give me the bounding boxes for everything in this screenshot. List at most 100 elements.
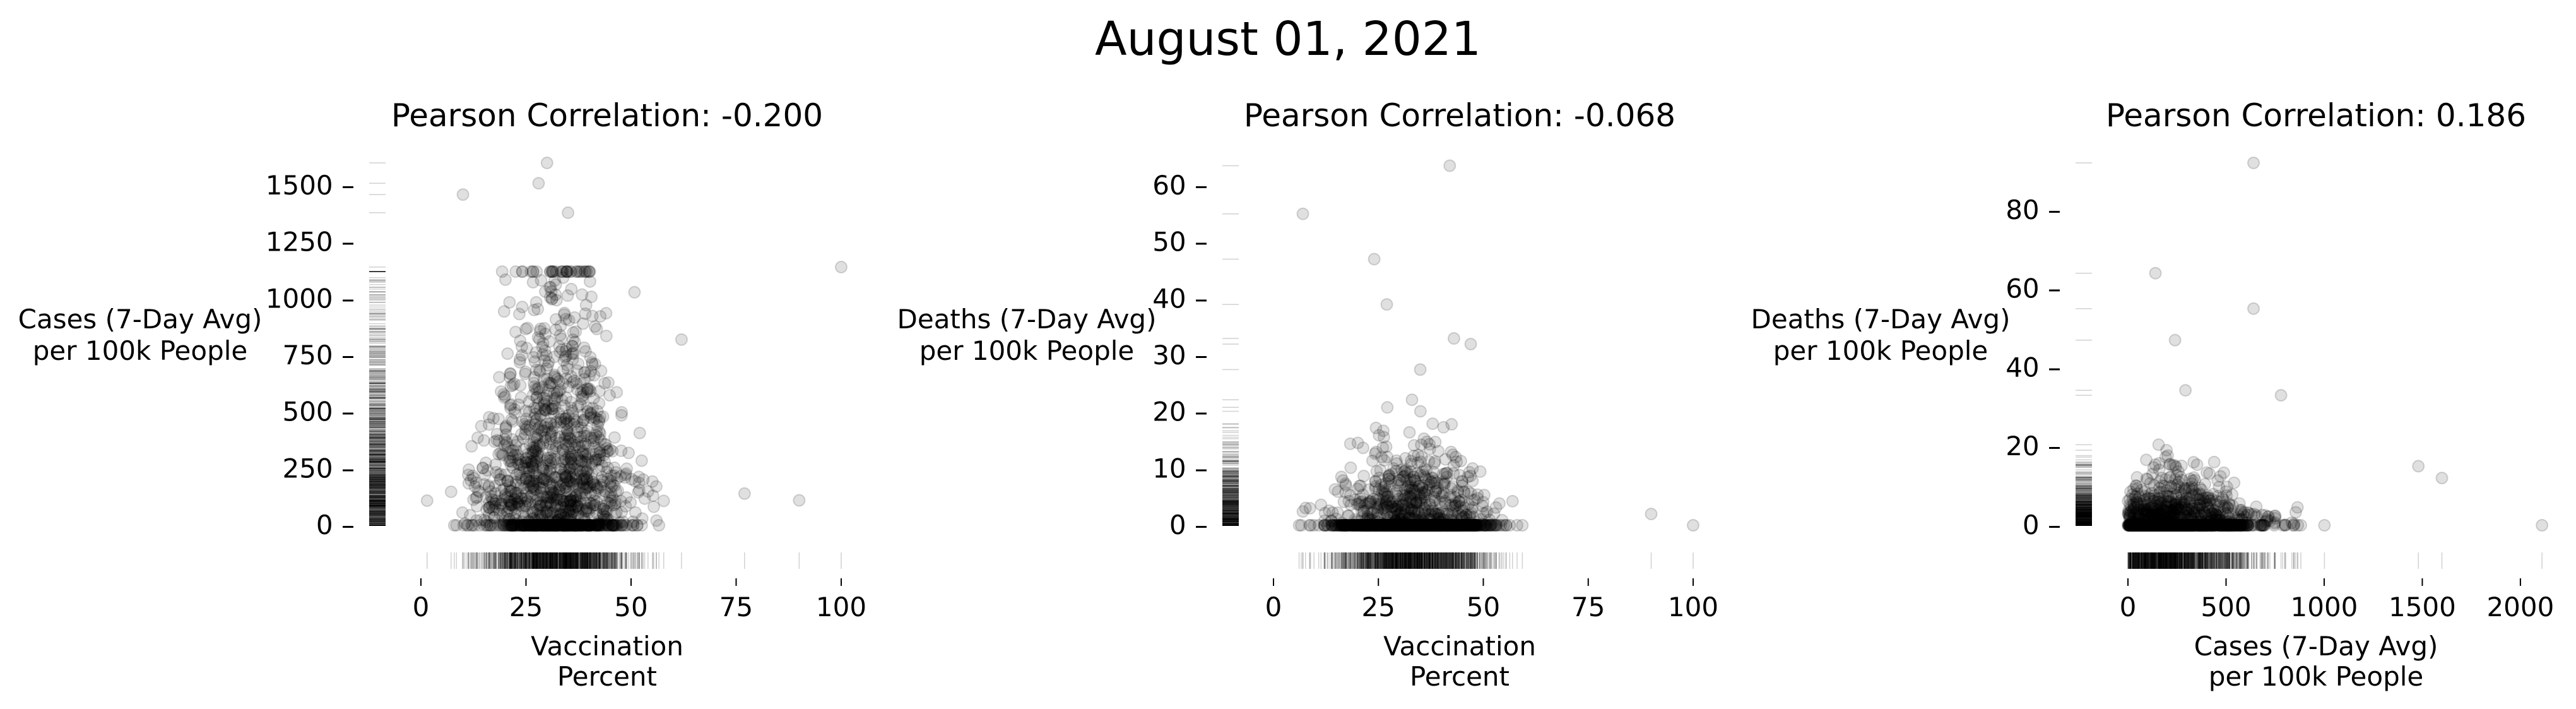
data-point	[588, 413, 601, 426]
data-point	[528, 304, 541, 317]
data-point	[793, 494, 806, 507]
data-point	[555, 519, 569, 532]
y-tick-label: 20 –	[1152, 396, 1208, 427]
data-point	[475, 420, 488, 433]
data-point	[601, 376, 615, 389]
data-point	[522, 519, 535, 532]
data-point	[568, 519, 581, 532]
y-tick-label: 30 –	[1152, 340, 1208, 371]
data-point	[657, 494, 670, 508]
data-point	[499, 390, 512, 403]
data-point	[521, 519, 534, 532]
data-point	[583, 496, 596, 509]
data-point	[558, 350, 572, 364]
data-point	[496, 509, 509, 523]
data-point	[512, 398, 525, 412]
x-tick-label: 50	[1467, 592, 1500, 623]
data-point	[499, 273, 512, 286]
data-point	[560, 477, 573, 491]
data-point	[526, 458, 539, 471]
data-point	[540, 395, 553, 408]
data-point	[576, 448, 589, 461]
data-point	[530, 439, 543, 453]
x-tick-label: 75	[719, 592, 753, 623]
data-point	[526, 276, 540, 289]
data-point	[570, 489, 583, 502]
data-point	[519, 323, 533, 336]
x-tick-label: 0	[413, 592, 430, 623]
data-point	[536, 499, 549, 512]
data-point	[476, 462, 489, 475]
data-point	[590, 519, 603, 532]
data-point	[519, 499, 533, 513]
data-point	[560, 424, 574, 438]
data-point	[483, 501, 496, 514]
y-axis-label: per 100k People	[33, 335, 248, 366]
data-point	[546, 292, 559, 305]
data-point	[607, 519, 620, 532]
data-point	[559, 412, 572, 425]
data-point	[551, 493, 564, 506]
x-tick-label: 0	[1265, 592, 1282, 623]
y-tick-label: 40 –	[1152, 283, 1208, 314]
data-point	[544, 265, 557, 278]
data-point	[1492, 497, 1506, 510]
data-point	[548, 421, 562, 434]
data-point	[550, 387, 564, 400]
data-point	[561, 289, 574, 302]
data-point	[588, 320, 601, 333]
data-point	[495, 484, 508, 497]
data-point	[541, 519, 555, 532]
x-axis-label: Percent	[557, 661, 657, 692]
data-point	[571, 420, 584, 434]
data-point	[540, 389, 553, 402]
data-point	[630, 519, 644, 532]
data-point	[538, 396, 551, 410]
data-point	[599, 510, 612, 523]
data-point	[614, 470, 627, 483]
data-point	[583, 369, 596, 382]
data-point	[574, 398, 587, 411]
data-point	[526, 519, 539, 532]
data-point	[529, 363, 543, 376]
data-point	[516, 349, 529, 362]
data-point	[584, 384, 597, 398]
data-point	[574, 430, 588, 443]
data-point	[565, 402, 578, 415]
data-point	[545, 417, 558, 431]
data-point	[481, 519, 494, 532]
data-point	[500, 508, 513, 521]
data-point	[530, 432, 543, 445]
data-point	[553, 345, 567, 359]
x-tick-label: 100	[816, 592, 866, 623]
data-point	[465, 519, 478, 532]
data-point	[516, 265, 529, 278]
data-point	[554, 319, 567, 333]
data-point	[500, 519, 514, 532]
y-tick-label: 250 –	[282, 453, 355, 484]
data-point	[635, 454, 648, 467]
x-tick-label: 25	[1362, 592, 1395, 623]
data-point	[447, 519, 461, 532]
data-point	[620, 491, 633, 504]
data-point	[581, 401, 594, 414]
data-point	[420, 494, 434, 507]
data-point	[590, 506, 603, 520]
data-point	[538, 392, 552, 405]
data-point	[523, 395, 536, 408]
data-point	[514, 334, 527, 347]
data-point	[501, 474, 514, 487]
data-point	[542, 519, 555, 532]
data-point	[622, 446, 635, 460]
data-point	[543, 438, 557, 451]
data-point	[549, 323, 562, 337]
data-point	[586, 357, 599, 371]
data-point	[516, 415, 529, 429]
data-point	[1403, 426, 1416, 439]
data-point	[487, 412, 500, 425]
data-point	[610, 386, 623, 399]
data-point	[567, 347, 580, 360]
data-point	[553, 519, 567, 532]
data-point	[526, 265, 540, 278]
